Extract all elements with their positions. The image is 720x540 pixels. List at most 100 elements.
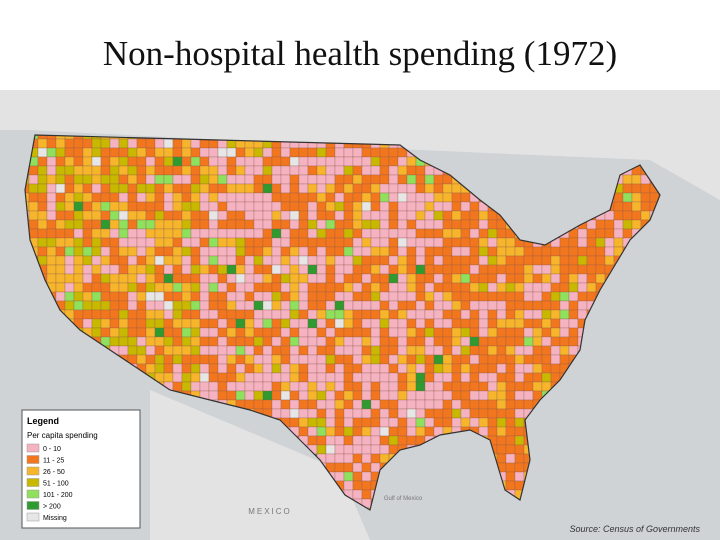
county bbox=[208, 273, 219, 284]
county bbox=[199, 219, 210, 230]
county bbox=[514, 435, 525, 446]
county bbox=[451, 210, 462, 221]
county bbox=[343, 318, 354, 329]
county bbox=[289, 417, 300, 428]
county bbox=[316, 246, 327, 257]
county bbox=[325, 174, 336, 185]
county bbox=[226, 264, 237, 275]
county bbox=[442, 417, 453, 428]
county bbox=[271, 399, 282, 410]
county bbox=[586, 237, 597, 248]
county bbox=[208, 345, 219, 356]
county bbox=[154, 309, 165, 320]
county bbox=[190, 336, 201, 347]
county bbox=[82, 165, 93, 176]
county bbox=[460, 300, 471, 311]
county bbox=[244, 264, 255, 275]
county bbox=[163, 174, 174, 185]
county bbox=[298, 237, 309, 248]
county bbox=[424, 165, 435, 176]
county bbox=[424, 237, 435, 248]
county bbox=[559, 336, 570, 347]
county bbox=[541, 363, 552, 374]
county bbox=[523, 309, 534, 320]
county bbox=[235, 219, 246, 230]
county bbox=[55, 264, 66, 275]
county bbox=[82, 174, 93, 185]
county bbox=[298, 309, 309, 320]
county bbox=[487, 291, 498, 302]
county bbox=[226, 147, 237, 158]
county bbox=[100, 309, 111, 320]
county bbox=[424, 219, 435, 230]
county bbox=[118, 273, 129, 284]
county bbox=[343, 336, 354, 347]
county bbox=[289, 372, 300, 383]
county bbox=[352, 246, 363, 257]
county bbox=[253, 228, 264, 239]
county bbox=[100, 165, 111, 176]
county bbox=[640, 192, 651, 203]
county bbox=[343, 309, 354, 320]
county bbox=[145, 183, 156, 194]
county bbox=[325, 354, 336, 365]
county bbox=[316, 309, 327, 320]
county bbox=[334, 174, 345, 185]
county bbox=[352, 210, 363, 221]
county bbox=[361, 372, 372, 383]
county bbox=[415, 390, 426, 401]
county bbox=[496, 345, 507, 356]
county bbox=[334, 462, 345, 473]
county bbox=[334, 273, 345, 284]
county bbox=[379, 210, 390, 221]
county bbox=[109, 255, 120, 266]
county bbox=[415, 327, 426, 338]
county bbox=[388, 399, 399, 410]
county bbox=[127, 282, 138, 293]
county bbox=[325, 381, 336, 392]
county bbox=[46, 264, 57, 275]
county bbox=[469, 300, 480, 311]
county bbox=[586, 273, 597, 284]
county bbox=[442, 309, 453, 320]
county bbox=[127, 309, 138, 320]
county bbox=[91, 318, 102, 329]
county bbox=[163, 255, 174, 266]
county bbox=[334, 300, 345, 311]
county bbox=[442, 399, 453, 410]
county bbox=[568, 318, 579, 329]
county bbox=[379, 345, 390, 356]
county bbox=[235, 192, 246, 203]
county bbox=[568, 237, 579, 248]
county bbox=[190, 327, 201, 338]
county bbox=[442, 210, 453, 221]
county bbox=[244, 345, 255, 356]
county bbox=[190, 219, 201, 230]
county bbox=[190, 273, 201, 284]
county bbox=[415, 291, 426, 302]
county bbox=[415, 192, 426, 203]
county bbox=[298, 345, 309, 356]
county bbox=[244, 183, 255, 194]
county bbox=[379, 183, 390, 194]
county bbox=[559, 255, 570, 266]
county bbox=[631, 219, 642, 230]
county bbox=[361, 417, 372, 428]
county bbox=[388, 237, 399, 248]
county bbox=[244, 354, 255, 365]
county bbox=[505, 273, 516, 284]
county bbox=[352, 273, 363, 284]
county bbox=[433, 399, 444, 410]
county bbox=[343, 462, 354, 473]
county bbox=[136, 147, 147, 158]
county bbox=[181, 246, 192, 257]
county bbox=[154, 219, 165, 230]
county bbox=[91, 138, 102, 149]
county bbox=[568, 309, 579, 320]
county bbox=[289, 345, 300, 356]
county bbox=[613, 237, 624, 248]
county bbox=[523, 255, 534, 266]
county bbox=[118, 156, 129, 167]
county bbox=[406, 426, 417, 437]
county bbox=[352, 363, 363, 374]
